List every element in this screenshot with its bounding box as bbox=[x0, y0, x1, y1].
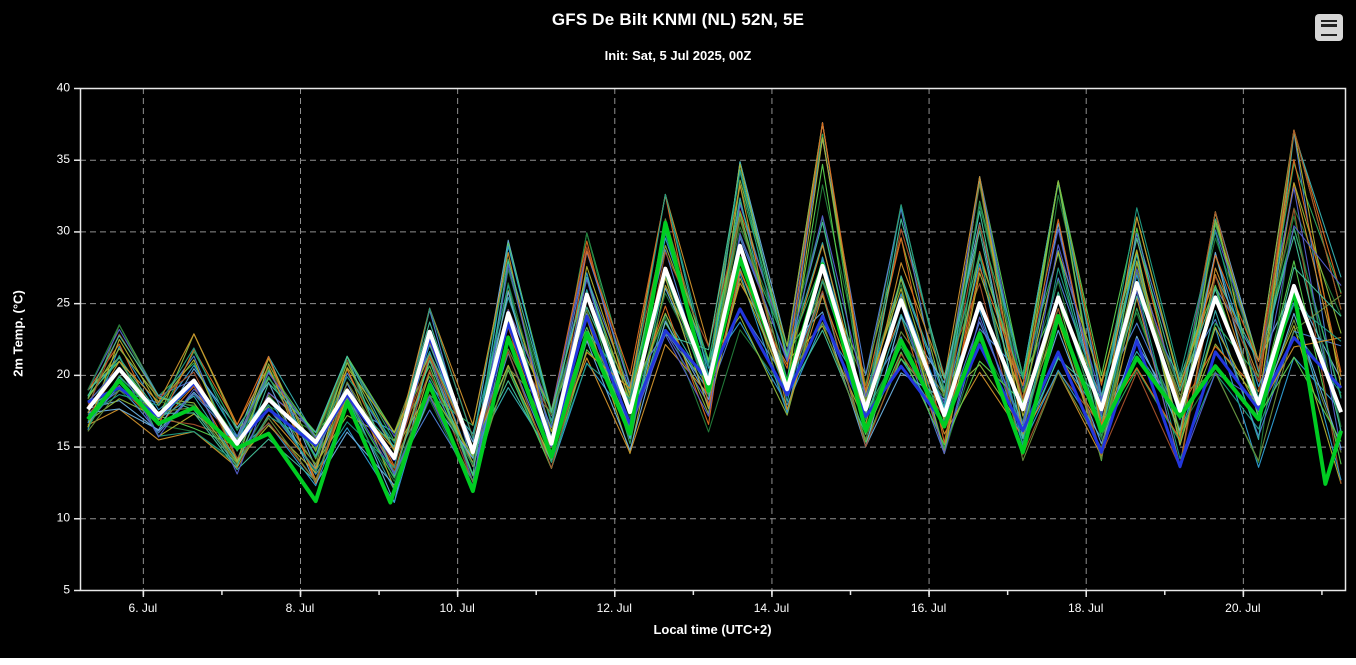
chart-title: GFS De Bilt KNMI (NL) 52N, 5E bbox=[551, 10, 805, 29]
y-axis-title: 2m Temp. (°C) bbox=[10, 290, 26, 377]
chart-subtitle: Init: Sat, 5 Jul 2025, 00Z bbox=[604, 48, 752, 63]
x-axis-title: Local time (UTC+2) bbox=[653, 622, 772, 637]
export-menu-button[interactable] bbox=[1315, 14, 1343, 41]
hamburger-menu-icon bbox=[1321, 19, 1337, 36]
bottom-strip bbox=[0, 658, 1356, 665]
